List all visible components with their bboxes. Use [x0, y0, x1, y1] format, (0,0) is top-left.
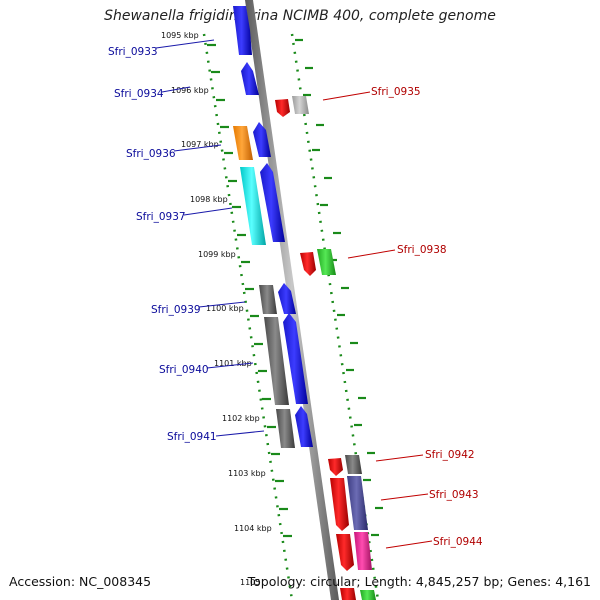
gene-bottom-green-shape — [360, 590, 376, 600]
gene-sfri-0938b-shape — [317, 249, 336, 275]
accession-text: Accession: NC_008345 — [9, 574, 152, 589]
gene-sfri-0943b-shape — [347, 476, 368, 530]
gene-bottom-red-shape — [340, 588, 356, 600]
gene-gray-1-shape — [259, 285, 277, 314]
genome-title: Shewanella frigidimarina NCIMB 400, comp… — [104, 8, 496, 24]
gene-sfri-0933-shape — [233, 6, 252, 55]
gene-sfri-0941-shape — [295, 406, 313, 447]
kbp-label: 1095 kbp — [161, 31, 199, 40]
kbp-label: 1103 kbp — [228, 469, 266, 478]
gene-label-sfri-0943: Sfri_0943 — [429, 489, 479, 501]
kbp-label: 1105 — [240, 578, 260, 587]
kbp-label: 1102 kbp — [222, 414, 260, 423]
kbp-label: 1097 kbp — [181, 140, 219, 149]
gene-label-sfri-0933: Sfri_0933 — [108, 46, 158, 58]
gene-label-sfri-0939: Sfri_0939 — [151, 304, 201, 316]
gene-sfri-0934-shape — [241, 62, 259, 95]
kbp-label: 1098 kbp — [190, 195, 228, 204]
gene-label-sfri-0942: Sfri_0942 — [425, 449, 475, 461]
gene-sfri-0935b-shape — [292, 96, 309, 114]
gene-sfri-0944-shape — [336, 534, 354, 571]
gene-label-sfri-0944: Sfri_0944 — [433, 536, 483, 548]
gene-sfri-0935-shape — [275, 99, 290, 117]
forward-genes — [233, 6, 313, 447]
kbp-labels: 1095 kbp 1096 kbp 1097 kbp 1098 kbp 1099… — [161, 31, 272, 587]
kbp-label: 1096 kbp — [171, 86, 209, 95]
kbp-tick-marks — [207, 38, 383, 538]
gene-sfri-0939-shape — [278, 283, 296, 314]
gene-label-sfri-0937: Sfri_0937 — [136, 211, 186, 223]
kbp-label: 1101 kbp — [214, 359, 252, 368]
gene-label-sfri-0941: Sfri_0941 — [167, 431, 217, 443]
gene-gray-2-shape — [264, 317, 289, 405]
gene-sfri-0944b-shape — [354, 532, 372, 570]
gene-label-sfri-0934: Sfri_0934 — [114, 88, 164, 100]
accessory-genes-left — [233, 126, 295, 448]
gene-cyan-shape — [240, 167, 266, 245]
gene-label-sfri-0935: Sfri_0935 — [371, 86, 421, 98]
gene-label-sfri-0938: Sfri_0938 — [397, 244, 447, 256]
gene-gray-3-shape — [276, 409, 295, 448]
gene-sfri-0938-shape — [300, 252, 316, 276]
gene-sfri-0940-shape — [283, 313, 308, 404]
kbp-label: 1099 kbp — [198, 250, 236, 259]
kbp-label: 1100 kbp — [206, 304, 244, 313]
gene-orange-shape — [233, 126, 253, 160]
label-leader-lines — [155, 39, 433, 549]
left-tick-ring — [202, 33, 294, 600]
gene-sfri-0936-shape — [253, 122, 271, 157]
gene-label-sfri-0936: Sfri_0936 — [126, 148, 176, 160]
gene-label-sfri-0940: Sfri_0940 — [159, 364, 209, 376]
reverse-genes — [275, 96, 376, 600]
kbp-label: 1104 kbp — [234, 524, 272, 533]
gene-sfri-0942-shape — [328, 458, 343, 476]
topology-text: Topology: circular; Length: 4,845,257 bp… — [247, 574, 591, 589]
gene-sfri-0943-shape — [330, 478, 349, 531]
gene-sfri-0942b-shape — [345, 455, 362, 474]
gene-labels: Sfri_0933 Sfri_0934 Sfri_0935 Sfri_0936 … — [108, 46, 483, 548]
gene-sfri-0937-shape — [260, 163, 285, 242]
